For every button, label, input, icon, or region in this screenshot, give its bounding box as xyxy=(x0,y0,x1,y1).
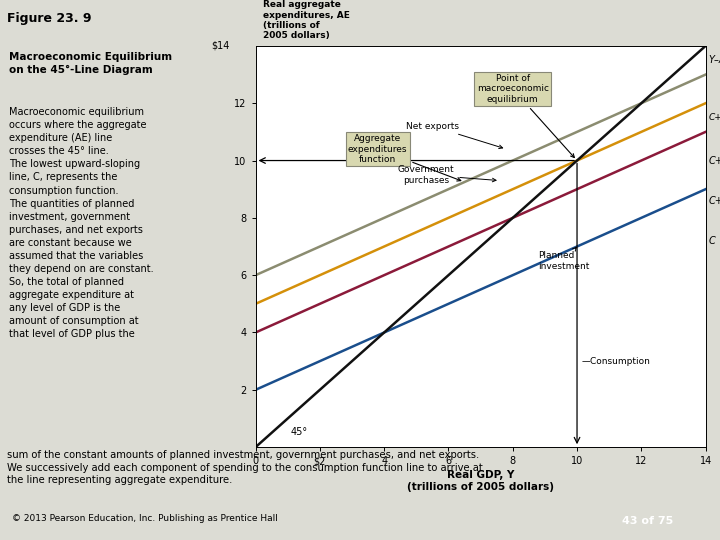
Text: Figure 23. 9: Figure 23. 9 xyxy=(7,12,91,25)
Text: Government
purchases: Government purchases xyxy=(397,165,496,185)
Text: Planned
investment: Planned investment xyxy=(539,247,590,271)
Text: C+I: C+I xyxy=(708,195,720,206)
Text: Real aggregate
expenditures, AE
(trillions of
2005 dollars): Real aggregate expenditures, AE (trillio… xyxy=(263,0,350,40)
Text: Macroeconomic equilibrium
occurs where the aggregate
expenditure (AE) line
cross: Macroeconomic equilibrium occurs where t… xyxy=(9,107,153,339)
Text: Net exports: Net exports xyxy=(406,122,503,148)
Text: Aggregate
expenditures
function: Aggregate expenditures function xyxy=(348,134,461,181)
Text: —Consumption: —Consumption xyxy=(582,356,651,366)
Text: C+I+G+NX–AE: C+I+G+NX–AE xyxy=(708,113,720,122)
Text: sum of the constant amounts of planned investment, government purchases, and net: sum of the constant amounts of planned i… xyxy=(7,450,483,485)
Text: $14: $14 xyxy=(212,41,230,51)
Text: Y–AE: Y–AE xyxy=(708,55,720,65)
Text: Point of
macroeconomic
equilibrium: Point of macroeconomic equilibrium xyxy=(477,74,575,158)
Text: 45°: 45° xyxy=(291,427,308,437)
Text: Macroeconomic Equilibrium
on the 45°-Line Diagram: Macroeconomic Equilibrium on the 45°-Lin… xyxy=(9,52,172,75)
X-axis label: Real GDP, Y
(trillions of 2005 dollars): Real GDP, Y (trillions of 2005 dollars) xyxy=(407,470,554,492)
Text: © 2013 Pearson Education, Inc. Publishing as Prentice Hall: © 2013 Pearson Education, Inc. Publishin… xyxy=(12,514,277,523)
Text: 43 of 75: 43 of 75 xyxy=(622,516,674,525)
Text: C: C xyxy=(708,236,716,246)
Text: C+I+G: C+I+G xyxy=(708,156,720,166)
